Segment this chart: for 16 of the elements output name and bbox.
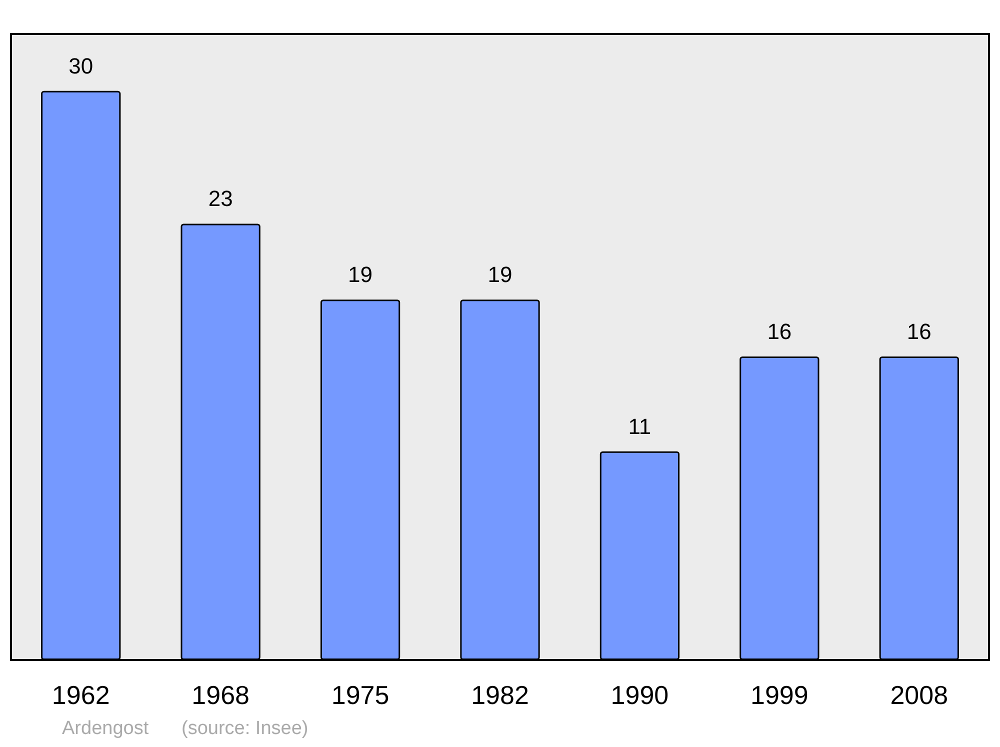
text: Ardengost xyxy=(62,718,150,739)
data-label: 19 xyxy=(348,262,373,288)
data-label: 19 xyxy=(488,262,512,288)
x-tick-label: 1999 xyxy=(750,680,808,710)
data-label: 23 xyxy=(208,186,233,212)
data-label: 11 xyxy=(628,414,652,439)
text: (source: Insee) xyxy=(182,718,308,739)
x-tick-label: 1982 xyxy=(471,680,529,710)
x-tick-label: 1968 xyxy=(192,680,250,710)
data-label: 16 xyxy=(906,318,932,344)
x-tick-label: 1990 xyxy=(610,680,669,710)
x-tick-label: 1962 xyxy=(52,680,110,710)
x-tick-label: 1975 xyxy=(331,680,390,710)
x-tick-label: 2008 xyxy=(890,680,948,710)
data-label: 30 xyxy=(68,53,94,78)
data-label: 16 xyxy=(767,318,792,344)
